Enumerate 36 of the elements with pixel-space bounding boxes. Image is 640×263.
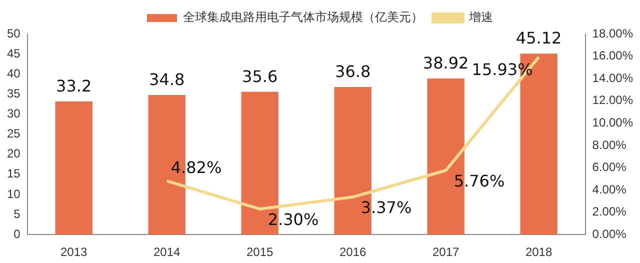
- x-tick-label: 2013: [60, 245, 88, 260]
- y-tick-label: 10: [6, 186, 21, 201]
- y-tick-label: 25: [6, 126, 21, 141]
- y2-tick-label: 0.00%: [592, 226, 627, 241]
- y2-tick-label: 12.00%: [592, 93, 634, 108]
- y2-tick-label: 4.00%: [592, 182, 627, 196]
- y2-tick-label: 2.00%: [592, 204, 627, 219]
- data-label: 38.92: [422, 54, 469, 73]
- y-tick-label: 40: [6, 66, 21, 80]
- y2-tick-label: 14.00%: [592, 70, 634, 85]
- y2-tick-label: 8.00%: [592, 138, 627, 152]
- data-label: 36.8: [335, 62, 371, 82]
- bar: [55, 101, 92, 235]
- legend-label: 全球集成电路用电子气体市场规模（亿美元）: [183, 10, 423, 24]
- y-tick-label: 45: [6, 46, 21, 60]
- y2-tick-label: 10.00%: [592, 115, 634, 130]
- data-label: 34.8: [149, 70, 185, 90]
- y2-tick-label: 16.00%: [592, 48, 634, 63]
- y-tick-label: 5: [14, 206, 21, 221]
- legend-label: 增速: [468, 10, 493, 24]
- y-tick-label: 15: [6, 166, 21, 181]
- y-tick-label: 20: [6, 146, 21, 161]
- x-tick-label: 2018: [525, 245, 552, 260]
- data-label: 45.12: [516, 28, 562, 48]
- data-label: 35.6: [242, 66, 278, 86]
- x-tick-label: 2014: [153, 245, 181, 260]
- x-tick-label: 2016: [339, 245, 366, 260]
- x-tick-label: 2015: [246, 245, 274, 260]
- y-tick-label: 0: [14, 226, 21, 241]
- y-tick-label: 35: [6, 86, 21, 100]
- y-tick-label: 50: [6, 26, 21, 40]
- y2-tick-label: 18.00%: [592, 26, 634, 40]
- y2-tick-label: 6.00%: [592, 160, 627, 174]
- data-label: 33.2: [56, 76, 92, 96]
- x-tick-label: 2017: [432, 245, 460, 260]
- y-tick-label: 30: [6, 106, 21, 121]
